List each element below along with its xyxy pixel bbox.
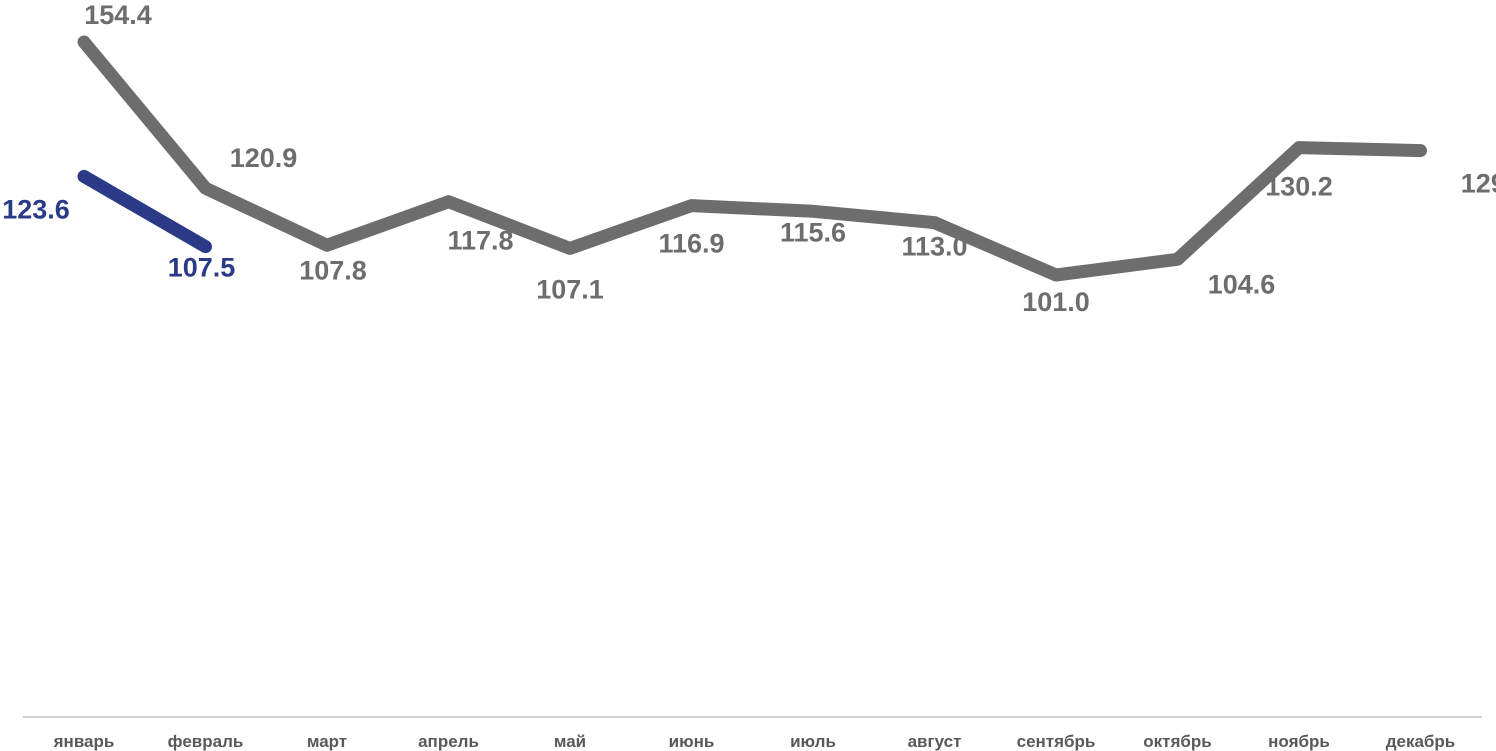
data-label: 154.4: [84, 0, 152, 30]
data-label: 123.6: [2, 194, 70, 224]
data-label: 130.2: [1265, 172, 1333, 202]
data-label: 116.9: [658, 229, 724, 259]
x-tick-label: март: [307, 732, 347, 751]
data-label: 113.0: [901, 232, 967, 262]
data-label: 129.5: [1461, 169, 1496, 199]
x-tick-label: декабрь: [1386, 732, 1456, 751]
data-label: 115.6: [780, 217, 846, 247]
data-label-layer: 154.4 120.9 107.8 117.8 107.1 116.9 115.6 113.0…: [2, 0, 1496, 317]
data-label: 107.5: [168, 253, 236, 283]
data-label: 120.9: [230, 143, 298, 173]
x-tick-label: октябрь: [1143, 732, 1211, 751]
x-tick-label: июль: [790, 732, 836, 751]
series-layer: [77, 35, 1427, 282]
x-tick-label: ноябрь: [1268, 732, 1330, 751]
data-label: 117.8: [447, 226, 513, 256]
series-line-2: [77, 169, 212, 254]
x-axis-tick-labels: январь февраль март апрель май июнь июль август…: [53, 732, 1456, 751]
data-label: 107.8: [299, 255, 367, 285]
x-tick-label: июнь: [669, 732, 715, 751]
data-label: 107.1: [536, 274, 604, 304]
x-tick-label: май: [554, 732, 586, 751]
x-tick-label: август: [908, 732, 962, 751]
series-line-1: [77, 35, 1427, 282]
data-label: 101.0: [1022, 287, 1090, 317]
x-tick-label: январь: [53, 732, 115, 751]
x-tick-label: сентябрь: [1017, 732, 1096, 751]
x-tick-label: апрель: [418, 732, 479, 751]
data-label: 104.6: [1208, 269, 1276, 299]
x-tick-label: февраль: [168, 732, 244, 751]
